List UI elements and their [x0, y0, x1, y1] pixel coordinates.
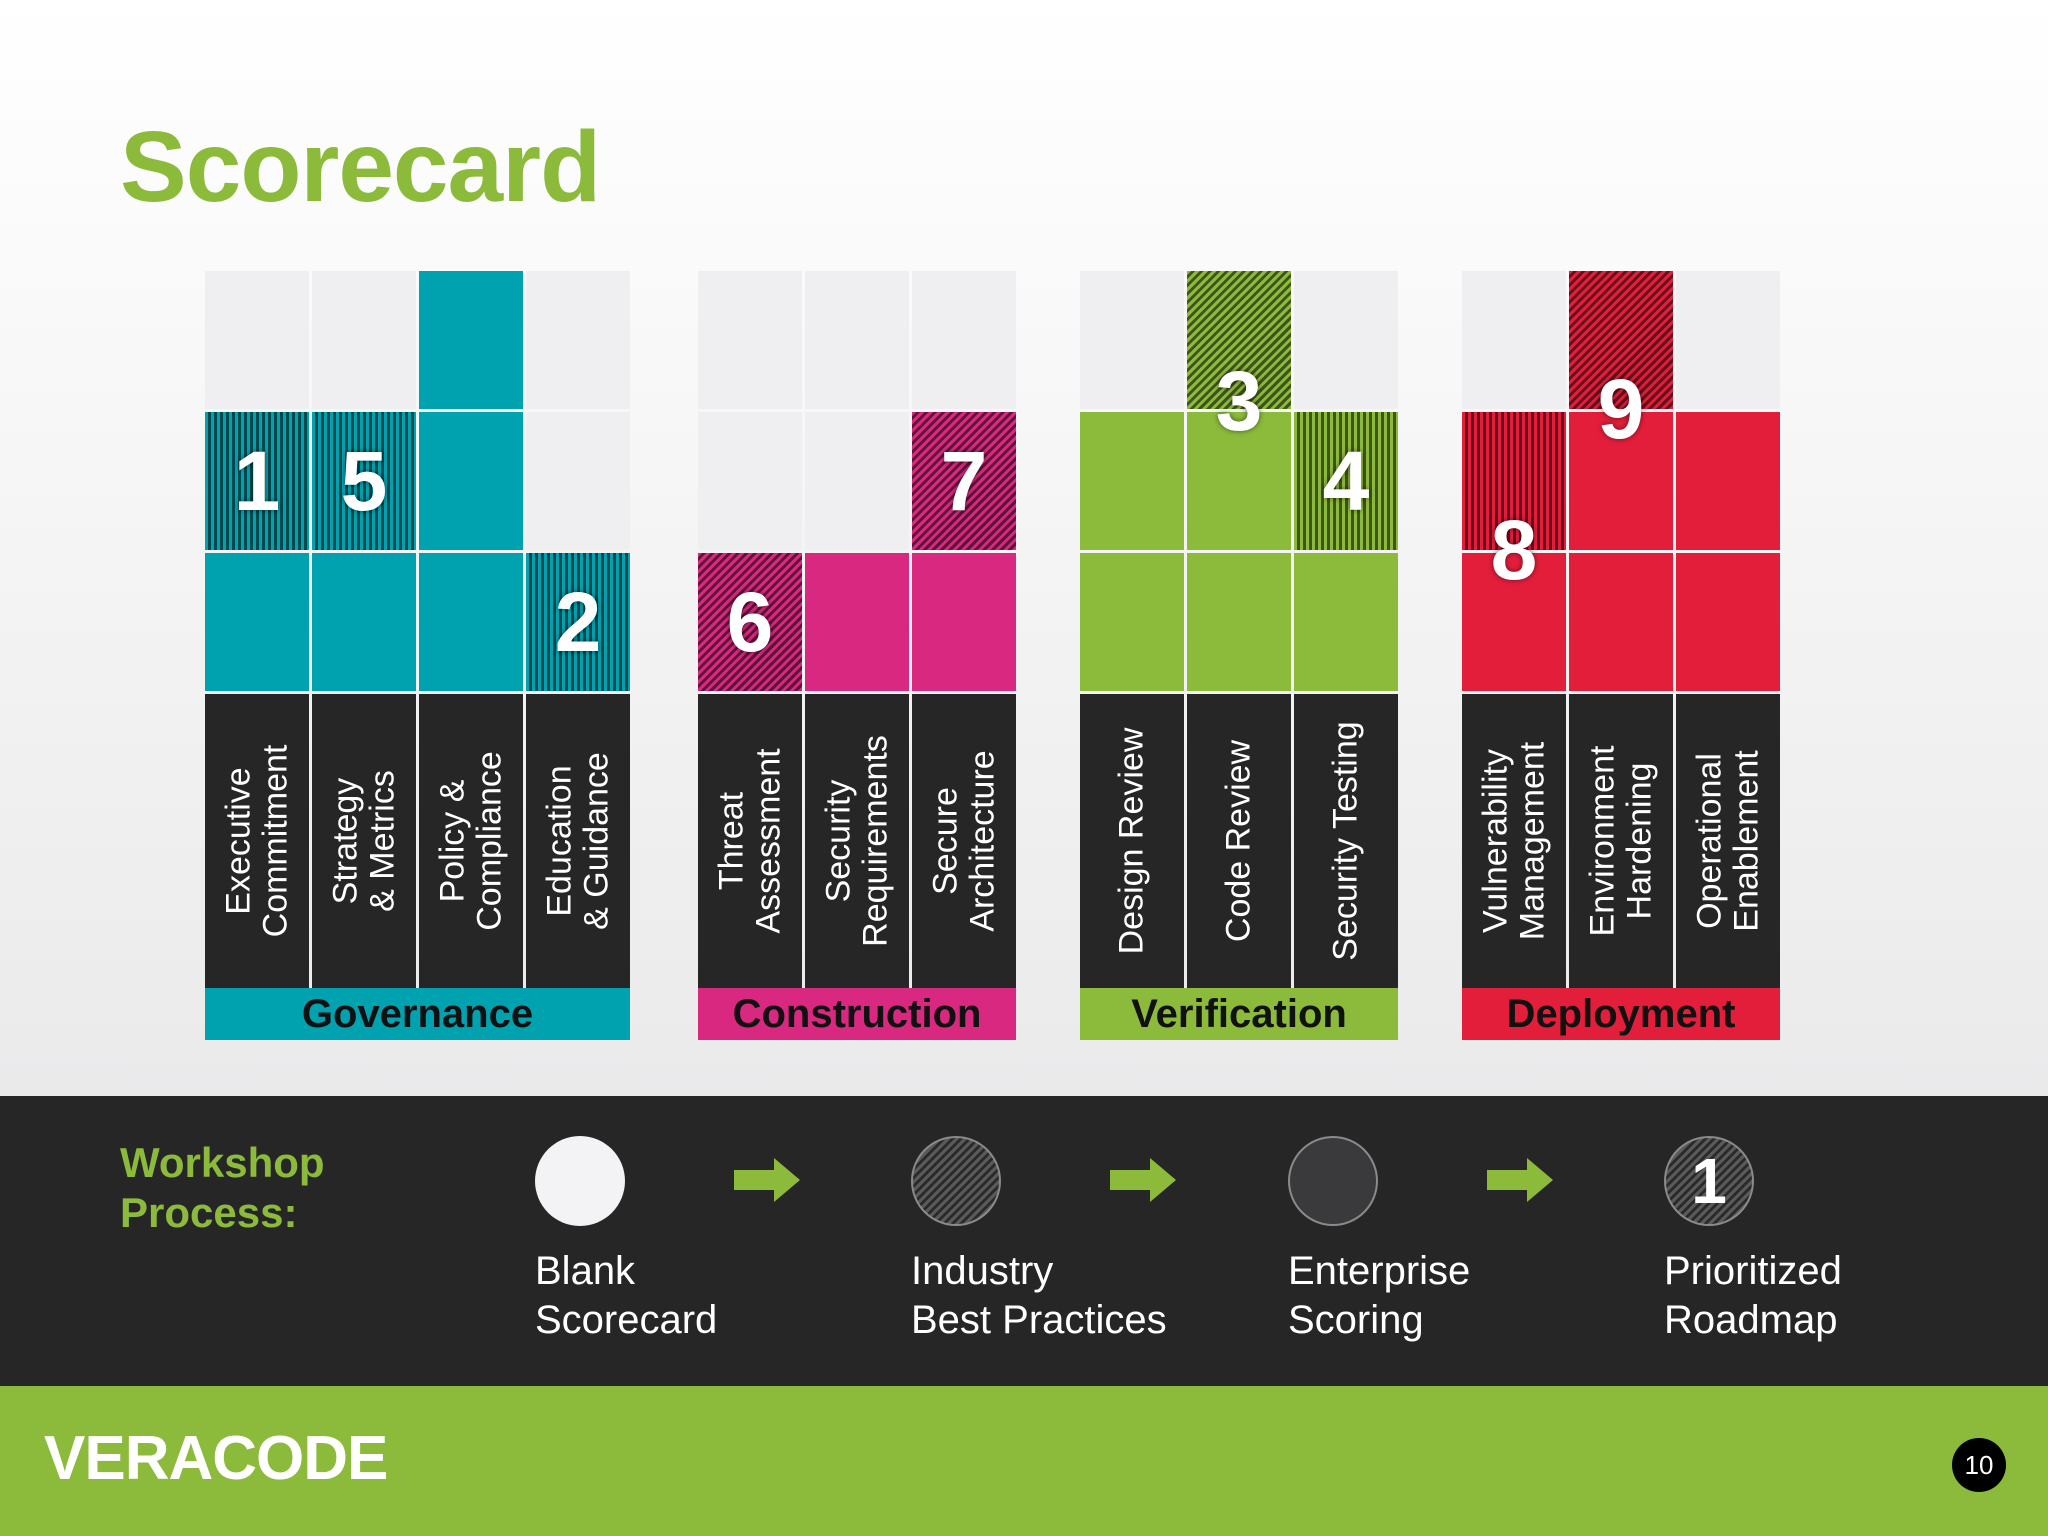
score-cell-3 — [205, 271, 309, 409]
score-cell-2 — [312, 412, 416, 550]
practice-label: Strategy & Metrics — [312, 694, 416, 988]
practice-label-text: Code Review — [1219, 739, 1258, 943]
score-cell-1 — [1676, 553, 1780, 691]
score-cell-3 — [1187, 271, 1291, 409]
practice-label: Education & Guidance — [526, 694, 630, 988]
score-cell-1 — [1462, 553, 1566, 691]
score-cell-2 — [419, 412, 523, 550]
priority-number: 1 — [233, 434, 281, 528]
priority-number: 7 — [940, 434, 988, 528]
workshop-title: Workshop Process: — [120, 1139, 325, 1236]
arrow-right-icon — [1487, 1158, 1553, 1202]
practice-label-text: Threat Assessment — [712, 748, 787, 934]
step-label: Industry Best Practices — [911, 1249, 1167, 1342]
practice-label-text: Security Testing — [1326, 721, 1365, 961]
scorecard-board: 1 Executive Commitment 5 Strategy & Metrics… — [205, 271, 1780, 1040]
step-label: Enterprise Scoring — [1288, 1249, 1471, 1342]
score-cell-1 — [805, 553, 909, 691]
score-cell-3 — [698, 271, 802, 409]
practice-label-text: Policy & Compliance — [433, 751, 508, 931]
practice-label: Policy & Compliance — [419, 694, 523, 988]
step-number: 1 — [1691, 1145, 1727, 1217]
step-hatched-icon — [911, 1136, 1001, 1226]
score-cell-2 — [1080, 412, 1184, 550]
footer-bar — [0, 1386, 2048, 1536]
priority-number: 3 — [1215, 354, 1263, 448]
step-blank-icon — [535, 1136, 625, 1226]
score-cell-1 — [1294, 553, 1398, 691]
practice-label: Operational Enablement — [1676, 694, 1780, 988]
score-cell-1 — [1080, 553, 1184, 691]
score-cell-1 — [912, 553, 1016, 691]
score-cell-2 — [1676, 412, 1780, 550]
score-cell-3 — [1569, 271, 1673, 409]
score-cell-2 — [205, 412, 309, 550]
score-cell-3 — [912, 271, 1016, 409]
practice-label-text: Executive Commitment — [219, 744, 294, 938]
score-cell-1 — [526, 553, 630, 691]
priority-number: 8 — [1490, 503, 1538, 597]
score-cell-2 — [912, 412, 1016, 550]
practice-label-text: Environment Hardening — [1583, 745, 1658, 937]
arrow-right-icon — [1110, 1158, 1176, 1202]
score-cell-2 — [1569, 412, 1673, 550]
score-cell-1 — [1187, 553, 1291, 691]
score-cell-2 — [1187, 412, 1291, 550]
group-band-verification: Verification — [1080, 988, 1398, 1040]
score-cell-3 — [1294, 271, 1398, 409]
practice-label-text: Design Review — [1112, 727, 1151, 955]
practice-label: Executive Commitment — [205, 694, 309, 988]
practice-label: Security Testing — [1294, 694, 1398, 988]
veracode-logo: VERACODE — [44, 1424, 388, 1493]
practice-label: Secure Architecture — [912, 694, 1016, 988]
score-cell-3 — [1676, 271, 1780, 409]
practice-label: Security Requirements — [805, 694, 909, 988]
score-cell-2 — [1294, 412, 1398, 550]
page-title: Scorecard — [120, 111, 601, 223]
practice-label: Threat Assessment — [698, 694, 802, 988]
priority-number: 6 — [726, 575, 774, 669]
priority-number: 9 — [1597, 362, 1645, 456]
score-cell-3 — [419, 271, 523, 409]
priority-number: 5 — [340, 434, 388, 528]
step-label: Prioritized Roadmap — [1664, 1249, 1842, 1342]
page-number-badge: 10 — [1952, 1438, 2006, 1492]
priority-number: 4 — [1322, 434, 1370, 528]
practice-label-text: Education & Guidance — [540, 752, 615, 930]
practice-label-text: Vulnerability Management — [1476, 741, 1551, 941]
practice-label: Environment Hardening — [1569, 694, 1673, 988]
score-cell-1 — [312, 553, 416, 691]
score-cell-3 — [1080, 271, 1184, 409]
practice-label: Code Review — [1187, 694, 1291, 988]
score-cell-2 — [805, 412, 909, 550]
score-cell-1 — [205, 553, 309, 691]
score-cell-2 — [526, 412, 630, 550]
score-cell-1 — [419, 553, 523, 691]
practice-label: Design Review — [1080, 694, 1184, 988]
score-cell-2 — [1462, 412, 1566, 550]
step-dark-icon — [1288, 1136, 1378, 1226]
step-label: Blank Scorecard — [535, 1249, 718, 1342]
practice-label-text: Security Requirements — [819, 735, 894, 947]
arrow-right-icon — [734, 1158, 800, 1202]
group-band-governance: Governance — [205, 988, 630, 1040]
practice-label-text: Operational Enablement — [1690, 750, 1765, 932]
score-cell-1 — [1569, 553, 1673, 691]
practice-label: Vulnerability Management — [1462, 694, 1566, 988]
score-cell-3 — [805, 271, 909, 409]
score-cell-3 — [312, 271, 416, 409]
score-cell-2 — [698, 412, 802, 550]
score-cell-1 — [698, 553, 802, 691]
score-cell-3 — [1462, 271, 1566, 409]
group-band-deployment: Deployment — [1462, 988, 1780, 1040]
priority-number: 2 — [554, 575, 602, 669]
step-numbered-icon: 1 — [1664, 1136, 1754, 1226]
practice-label-text: Strategy & Metrics — [326, 770, 401, 912]
practice-label-text: Secure Architecture — [926, 750, 1001, 932]
score-cell-3 — [526, 271, 630, 409]
group-band-construction: Construction — [698, 988, 1016, 1040]
